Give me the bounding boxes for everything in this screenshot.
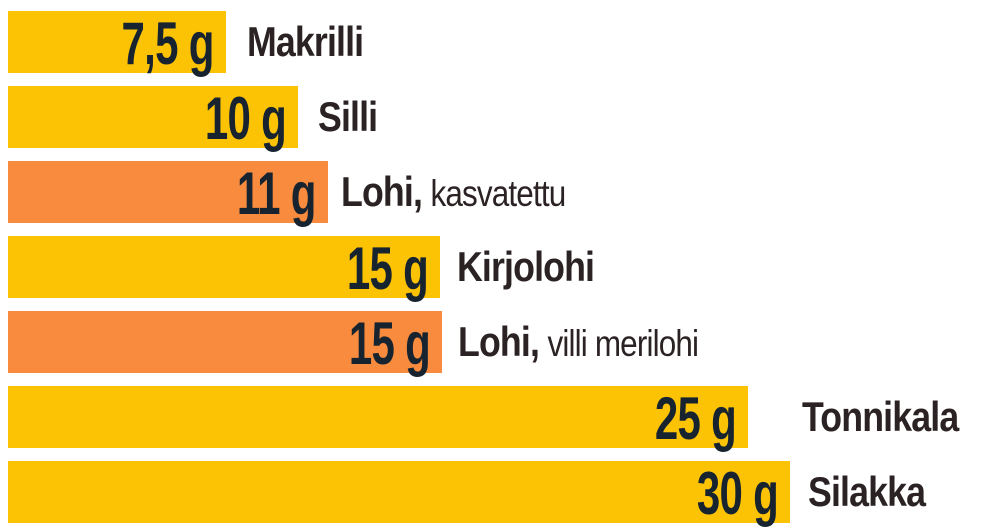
bar-row: 7,5 g Makrilli	[8, 11, 384, 73]
bar-category-label: Kirjolohi	[457, 243, 595, 290]
bar-category-label: Lohi, villi merilohi	[458, 318, 699, 365]
bar: 25 g	[8, 386, 748, 448]
bar: 7,5 g	[8, 11, 226, 73]
category-bold: Silakka	[808, 468, 926, 515]
bar-category-label: Makrilli	[247, 18, 364, 65]
bar-category-label: Lohi, kasvatettu	[341, 168, 567, 215]
bar: 10 g	[8, 86, 298, 148]
bar-value-label: 10 g	[204, 84, 287, 152]
bar: 15 g	[8, 311, 442, 373]
bar-category-label: Silli	[318, 93, 378, 140]
bar: 15 g	[8, 236, 440, 298]
category-bold: Lohi,	[458, 318, 540, 365]
bar-row: 15 g Lohi, villi merilohi	[8, 311, 741, 373]
bar-value-label: 15 g	[348, 309, 431, 377]
bar-row: 11 g Lohi, kasvatettu	[8, 161, 605, 223]
bar-row: 10 g Silli	[8, 86, 388, 148]
category-rest: villi merilohi	[547, 323, 699, 364]
bar-category-label: Silakka	[808, 468, 926, 515]
bar-value-label: 30 g	[696, 459, 779, 527]
bar: 11 g	[8, 161, 328, 223]
bar-category-label: Tonnikala	[802, 393, 959, 440]
bar-row: 25 g Tonnikala	[8, 386, 981, 448]
bar: 30 g	[8, 461, 790, 523]
category-bold: Kirjolohi	[457, 243, 595, 290]
bar-row: 30 g Silakka	[8, 461, 946, 523]
category-rest: kasvatettu	[430, 173, 567, 214]
category-bold: Silli	[318, 93, 378, 140]
category-bold: Tonnikala	[802, 393, 959, 440]
category-bold: Lohi,	[341, 168, 423, 215]
category-bold: Makrilli	[247, 18, 364, 65]
bar-row: 15 g Kirjolohi	[8, 236, 618, 298]
bar-value-label: 7,5 g	[121, 9, 215, 77]
bar-value-label: 25 g	[654, 384, 737, 452]
bar-value-label: 11 g	[237, 159, 317, 227]
bar-value-label: 15 g	[346, 234, 429, 302]
